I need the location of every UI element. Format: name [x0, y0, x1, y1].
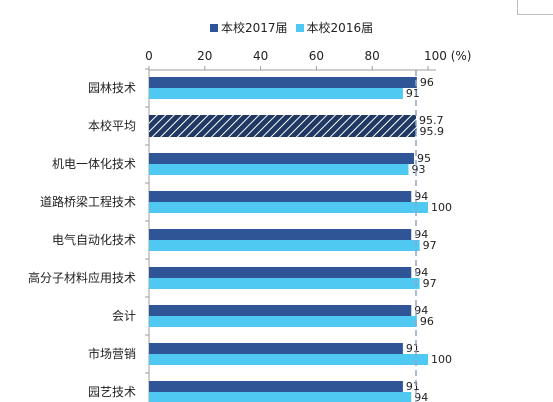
data-label: 97 — [423, 277, 437, 290]
x-tick-label: 100 (%) — [424, 49, 471, 63]
bar-2016 — [149, 354, 428, 365]
data-label: 94 — [414, 266, 428, 279]
legend-item-2017: 本校2017届 — [210, 19, 288, 36]
bar-2016 — [149, 278, 420, 289]
category-label: 机电一体化技术 — [52, 157, 136, 171]
category-label: 本校平均 — [88, 118, 136, 133]
bar-2017 — [149, 305, 412, 316]
bar-2016 — [149, 202, 428, 213]
data-label: 93 — [411, 163, 425, 176]
data-label: 95.7 — [419, 114, 444, 127]
data-label: 94 — [414, 190, 428, 203]
data-label: 91 — [406, 342, 420, 355]
x-tick-label: 80 — [365, 49, 380, 63]
bar-2017 — [149, 267, 412, 278]
bar-2017 — [149, 153, 415, 164]
category-label: 园艺技术 — [88, 385, 136, 399]
category-label: 高分子材料应用技术 — [28, 270, 136, 285]
bar-2017 — [149, 191, 412, 202]
data-label: 100 — [431, 353, 452, 366]
category-label: 市场营销 — [88, 346, 136, 361]
data-label: 96 — [420, 315, 434, 328]
bar-2016 — [149, 164, 409, 175]
data-label: 96 — [420, 76, 434, 89]
frame-corner — [517, 0, 553, 15]
category-label: 道路桥梁工程技术 — [40, 194, 136, 209]
legend-item-2016: 本校2016届 — [295, 19, 374, 36]
x-tick-label: 40 — [253, 49, 268, 63]
data-label: 94 — [414, 228, 428, 241]
x-tick-label: 0 — [145, 49, 153, 63]
data-label: 100 — [431, 201, 452, 214]
x-tick-label: 60 — [309, 49, 324, 63]
legend: 本校2017届 本校2016届 — [210, 19, 381, 36]
bar-2017 — [149, 229, 412, 240]
bar-2017 — [149, 115, 417, 126]
bar-2017 — [149, 343, 403, 354]
legend-label-2016: 本校2016届 — [306, 21, 374, 35]
data-label: 97 — [423, 239, 437, 252]
bar-2016 — [149, 240, 420, 251]
data-label: 94 — [414, 304, 428, 317]
category-label: 会计 — [112, 309, 136, 323]
category-label: 园林技术 — [88, 81, 136, 95]
bar-2016 — [149, 126, 417, 137]
legend-swatch-2016 — [295, 23, 304, 32]
bar-2017 — [149, 77, 417, 88]
data-label: 91 — [406, 87, 420, 100]
legend-label-2017: 本校2017届 — [221, 21, 288, 35]
bar-2016 — [149, 392, 412, 402]
x-tick-label: 20 — [197, 49, 212, 63]
category-label: 电气自动化技术 — [52, 232, 136, 247]
data-label: 94 — [414, 391, 428, 402]
data-label: 95.9 — [420, 125, 445, 138]
legend-swatch-2017 — [210, 23, 218, 32]
data-label: 95 — [417, 152, 431, 165]
bar-2016 — [149, 88, 403, 99]
bar-2017 — [149, 381, 403, 392]
bar-2016 — [149, 316, 417, 327]
